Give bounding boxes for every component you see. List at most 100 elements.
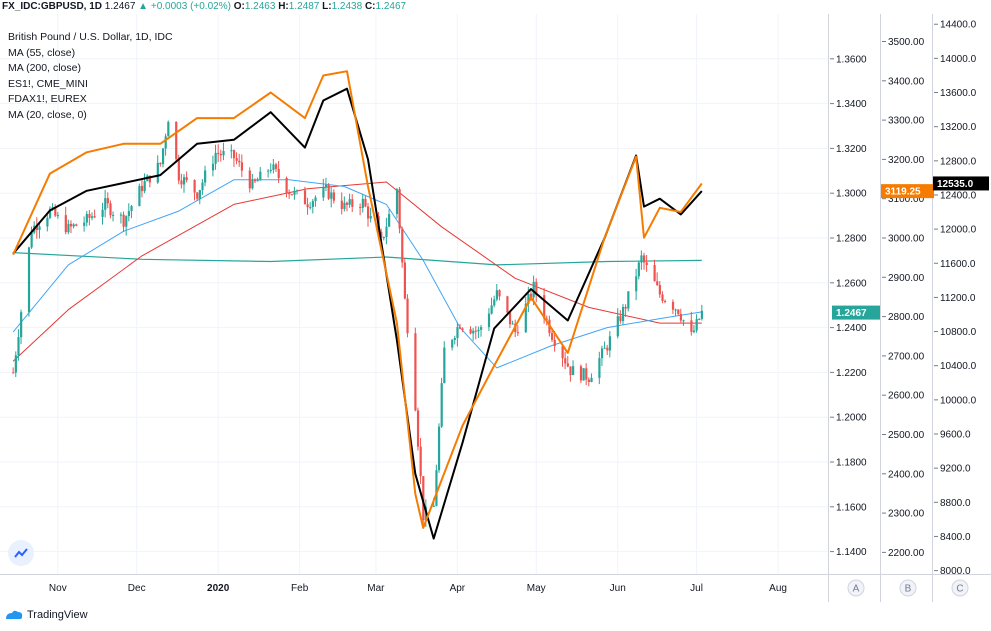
fdax-axis-tick-label: 9200.0 (940, 464, 971, 475)
candle-body (343, 202, 346, 209)
close-label: C: (364, 1, 376, 12)
fdax-axis-tick-label: 9600.0 (940, 430, 971, 441)
gbpusd-axis-tick-label: 1.2000 (836, 413, 867, 424)
fdax-axis-tick-label: 11200.0 (940, 293, 976, 304)
candle-body (561, 346, 564, 359)
candle-body (527, 293, 530, 304)
candle-body (529, 293, 533, 298)
legend-ma200[interactable]: MA (200, close) (8, 62, 81, 74)
footer: TradingView (0, 602, 991, 631)
candle-body (459, 327, 462, 329)
candle-body (30, 232, 33, 248)
legend-ma20[interactable]: MA (20, close, 0) (8, 108, 87, 121)
last-price: 1.2467 (104, 1, 136, 12)
candle-body (398, 189, 401, 229)
close-value: 1.2467 (375, 1, 407, 12)
fdax-axis-tick-label: 12000.0 (940, 225, 977, 236)
candle-body (406, 298, 409, 334)
axis-button-b[interactable] (899, 579, 917, 597)
candle-body (695, 319, 698, 331)
fdax-last-label: 12535.0 (937, 179, 974, 190)
legend-es[interactable]: ES1!, CME_MINI (8, 77, 88, 90)
candle-body (432, 505, 435, 507)
candle-body (440, 383, 443, 427)
candle-body (587, 379, 590, 382)
candle-body (677, 309, 680, 315)
es-axis-tick-label: 2600.00 (888, 391, 925, 402)
candle-body (130, 206, 133, 212)
candle-body (93, 216, 96, 218)
candle-body (569, 366, 572, 376)
candle-body (645, 262, 648, 266)
candle-body (472, 330, 475, 334)
candle-body (635, 276, 638, 292)
candle-body (327, 184, 330, 199)
candle-body (616, 316, 619, 337)
candle-body (621, 306, 625, 322)
fdax-axis-tick-label: 10000.0 (940, 395, 977, 406)
candle-body (653, 265, 656, 282)
es-axis-tick-label: 2900.00 (888, 273, 925, 284)
candle-body (532, 281, 535, 298)
time-axis-label: Nov (49, 583, 67, 594)
candle-body (600, 348, 604, 359)
candle-body (582, 368, 585, 381)
candle-body (414, 333, 417, 411)
candle-body (461, 328, 464, 330)
tradingview-chart-button[interactable] (8, 540, 34, 566)
candle-body (456, 327, 459, 339)
fdax-axis-tick-label: 12800.0 (940, 156, 977, 167)
legend-main[interactable]: British Pound / U.S. Dollar, 1D, IDC (8, 31, 173, 43)
candle-body (127, 211, 130, 217)
candle-body (306, 204, 309, 208)
change-arrow: ▲ (138, 1, 149, 12)
fdax-axis-tick-label: 10800.0 (940, 327, 977, 338)
es-last-label: 3119.25 (885, 187, 921, 198)
legend-fdax[interactable]: FDAX1!, EUREX (8, 93, 87, 105)
fdax-line (12, 70, 703, 529)
candle-body (545, 318, 548, 320)
candle-body (498, 290, 501, 297)
candle-body (85, 213, 88, 223)
candle-body (109, 203, 112, 216)
high-value: 1.2487 (288, 1, 320, 12)
es-axis-tick-label: 2500.00 (888, 430, 925, 441)
time-axis-label: Apr (450, 583, 466, 594)
candle-body (219, 154, 222, 156)
candle-body (104, 198, 107, 210)
fdax-axis-tick-label: 13600.0 (940, 88, 977, 99)
price-chart[interactable]: 1.3600 1.3400 1.3200 1.3000 1.2800 1.2600 1.24… (0, 14, 991, 602)
es-last-label-bg (881, 184, 934, 199)
candle-body (235, 158, 238, 161)
candle-body (664, 300, 667, 302)
candle-body (122, 214, 125, 227)
candle-body (627, 291, 630, 309)
candle-body (269, 169, 272, 171)
time-axis-label: Feb (291, 583, 309, 594)
time-axis-label: Jun (610, 583, 626, 594)
candle-body (101, 209, 104, 217)
candle-body (38, 226, 41, 230)
candle-body (285, 177, 288, 194)
time-axis-label: Dec (128, 583, 146, 594)
candle-body (506, 296, 509, 313)
candle-body (138, 185, 141, 207)
candle-body (656, 281, 659, 286)
candle-body (167, 121, 170, 137)
legend-ma55[interactable]: MA (55, close) (8, 46, 76, 59)
candle-body (156, 162, 159, 183)
candle-body (46, 217, 49, 227)
candle-body (238, 160, 241, 163)
candle-body (196, 192, 199, 199)
symbol-label: FX_IDC:GBPUSD, 1D (2, 1, 103, 12)
gbpusd-last-label: 1.2467 (836, 308, 867, 319)
es-axis-tick-label: 2400.00 (888, 469, 925, 480)
axis-button-c[interactable] (951, 579, 969, 597)
axis-button-a[interactable] (847, 579, 865, 597)
candle-body (296, 190, 299, 192)
candle-body (658, 285, 661, 295)
candle-body (385, 226, 388, 237)
tradingview-logo[interactable]: TradingView (4, 609, 88, 621)
fdax-axis-tick-label: 14000.0 (940, 54, 977, 65)
candle-body (692, 330, 696, 332)
